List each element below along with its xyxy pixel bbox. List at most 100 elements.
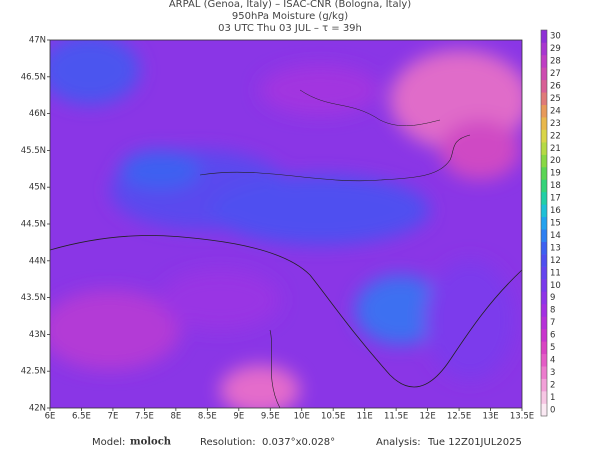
colorbar-label: 21 — [550, 144, 561, 154]
colorbar-swatch — [541, 279, 547, 292]
colorbar-label: 22 — [550, 131, 561, 141]
colorbar-swatch — [541, 266, 547, 280]
colorbar-swatch — [541, 154, 547, 168]
lat-label: 42.5N — [21, 367, 46, 377]
colorbar-label: 28 — [550, 57, 561, 67]
colorbar-label: 11 — [550, 268, 561, 278]
colorbar-label: 30 — [550, 32, 561, 42]
lon-label: 11E — [357, 412, 373, 422]
colorbar-label: 0 — [550, 405, 555, 415]
colorbar-swatch — [541, 254, 547, 267]
lon-label: 8.5E — [198, 412, 217, 422]
colorbar-label: 6 — [550, 331, 555, 341]
lon-label: 11.5E — [384, 412, 408, 422]
footer-label: Resolution: — [200, 437, 256, 448]
lon-label: 9E — [233, 412, 244, 422]
lon-label: 9.5E — [261, 412, 280, 422]
colorbar-label: 23 — [550, 119, 561, 129]
colorbar-swatch — [541, 191, 547, 205]
colorbar-swatch — [541, 241, 547, 255]
colorbar-label: 24 — [550, 106, 561, 116]
colorbar-swatch — [541, 92, 547, 106]
colorbar-label: 9 — [550, 293, 555, 303]
colorbar-swatch — [541, 142, 547, 155]
colorbar-swatch — [541, 353, 547, 367]
lat-label: 43N — [29, 330, 46, 340]
lat-label: 43.5N — [21, 293, 46, 303]
colorbar-swatch — [541, 216, 547, 230]
footer-label: Analysis: — [376, 437, 421, 448]
colorbar-swatch — [541, 42, 547, 56]
colorbar-label: 16 — [550, 206, 561, 216]
colorbar-label: 12 — [550, 256, 561, 266]
colorbar-swatch — [541, 54, 547, 68]
footer-value: 0.037°x0.028° — [262, 437, 335, 448]
header-line: 03 UTC Thu 03 JUL – τ = 39h — [218, 23, 362, 34]
lon-label: 8E — [170, 412, 181, 422]
lat-label: 42N — [29, 404, 46, 414]
colorbar-swatch — [541, 366, 547, 379]
lon-label: 13E — [482, 412, 498, 422]
colorbar-label: 7 — [550, 318, 555, 328]
colorbar-swatch — [541, 104, 547, 118]
colorbar-label: 4 — [550, 355, 555, 365]
colorbar-label: 20 — [550, 156, 561, 166]
colorbar-label: 14 — [550, 231, 561, 241]
colorbar-swatch — [541, 303, 547, 317]
colorbar-label: 3 — [550, 368, 555, 378]
lat-label: 47N — [29, 36, 46, 46]
lon-label: 13.5E — [510, 412, 534, 422]
colorbar-swatch — [541, 378, 547, 392]
colorbar-swatch — [541, 316, 547, 330]
lon-label: 6E — [45, 412, 56, 422]
colorbar-swatch — [541, 204, 547, 218]
colorbar-label: 1 — [550, 393, 555, 403]
colorbar-swatch — [541, 67, 547, 81]
colorbar-swatch — [541, 129, 547, 143]
colorbar-swatch — [541, 166, 547, 180]
colorbar-swatch — [541, 117, 547, 130]
colorbar-label: 8 — [550, 306, 555, 316]
colorbar-swatch — [541, 403, 547, 417]
colorbar-frame — [540, 29, 548, 417]
colorbar-label: 26 — [550, 82, 561, 92]
colorbar-label: 27 — [550, 69, 561, 79]
colorbar-swatch — [541, 30, 547, 43]
colorbar-label: 17 — [550, 194, 561, 204]
colorbar-label: 15 — [550, 219, 561, 229]
lat-label: 46.5N — [21, 72, 46, 82]
footer-value: Tue 12Z01JUL2025 — [427, 437, 522, 448]
lat-label: 45.5N — [21, 146, 46, 156]
colorbar-swatch — [541, 291, 547, 305]
map-field — [50, 40, 522, 408]
lat-label: 44.5N — [21, 220, 46, 230]
lon-label: 12.5E — [447, 412, 471, 422]
lon-label: 12E — [420, 412, 436, 422]
header-line: 950hPa Moisture (g/kg) — [232, 11, 348, 22]
colorbar-label: 18 — [550, 181, 561, 191]
colorbar-label: 2 — [550, 380, 555, 390]
lon-label: 7E — [108, 412, 119, 422]
lon-label: 7.5E — [135, 412, 154, 422]
colorbar-label: 29 — [550, 44, 561, 54]
colorbar-label: 19 — [550, 169, 561, 179]
colorbar-label: 25 — [550, 94, 561, 104]
lat-label: 46N — [29, 109, 46, 119]
header-line: ARPAL (Genoa, Italy) – ISAC-CNR (Bologna… — [169, 0, 411, 10]
lon-label: 10.5E — [321, 412, 345, 422]
colorbar-swatch — [541, 79, 547, 93]
colorbar-swatch — [541, 328, 547, 342]
colorbar-swatch — [541, 391, 547, 404]
colorbar-label: 13 — [550, 243, 561, 253]
footer-value: moloch — [130, 437, 172, 448]
colorbar-swatch — [541, 229, 547, 242]
footer-label: Model: — [92, 437, 125, 448]
lat-label: 44N — [29, 256, 46, 266]
lon-label: 10E — [294, 412, 310, 422]
lat-label: 45N — [29, 183, 46, 193]
colorbar-swatch — [541, 341, 547, 355]
colorbar-label: 5 — [550, 343, 555, 353]
lon-label: 6.5E — [72, 412, 91, 422]
colorbar-swatch — [541, 179, 547, 193]
